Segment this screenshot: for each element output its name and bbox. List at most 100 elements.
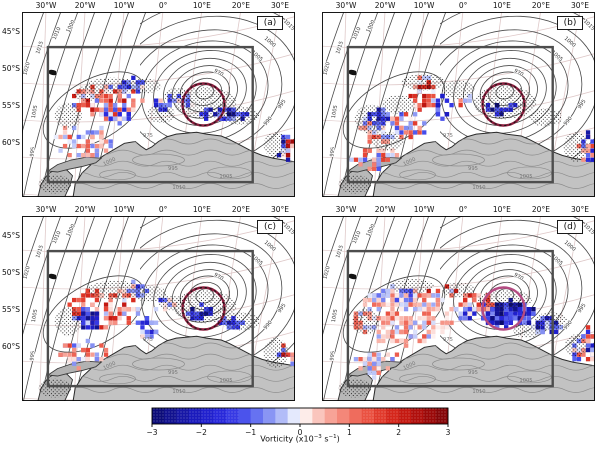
svg-text:995: 995: [468, 370, 478, 376]
svg-text:1020: 1020: [322, 266, 331, 280]
svg-text:1000: 1000: [402, 361, 417, 372]
svg-text:975: 975: [443, 337, 453, 343]
panel-label-c: (c): [257, 220, 283, 234]
svg-text:1005: 1005: [219, 378, 232, 384]
x-tick-label: 30°E: [270, 1, 290, 10]
x-tick-label: 20°W: [374, 1, 396, 10]
colorbar-label-post: ): [336, 434, 340, 444]
colorbar-label-pre: Vorticity (x10: [260, 434, 314, 444]
x-tick-label: 0°: [158, 1, 168, 10]
cyclone-circle: [481, 286, 526, 331]
x-tick-label: 20°E: [531, 1, 550, 10]
svg-text:970: 970: [213, 68, 225, 78]
x-tick-label: 10°W: [413, 1, 435, 10]
y-tick-label: 60°S: [1, 138, 20, 148]
x-tick-label: 30°W: [335, 205, 357, 214]
colorbar: [151, 407, 449, 427]
x-tick-label: 10°E: [492, 1, 511, 10]
y-tick-label: 60°S: [1, 342, 20, 352]
x-tick-label: 20°E: [531, 205, 550, 214]
svg-text:995: 995: [168, 166, 178, 172]
colorbar-tick-label: 0: [297, 428, 303, 437]
svg-text:1005: 1005: [331, 105, 339, 119]
domain-box: [346, 45, 554, 184]
x-tick-label: 10°E: [492, 205, 511, 214]
stippling: [38, 280, 289, 398]
colorbar-tick-label: 1: [346, 428, 352, 437]
y-tick-label: 55°S: [1, 101, 20, 111]
x-tick-label: 0°: [458, 1, 468, 10]
svg-text:975: 975: [143, 337, 153, 343]
map-canvas-d: 1020101510101005100099510051000101599599…: [322, 216, 595, 401]
domain-box: [346, 249, 554, 388]
x-tick-label: 10°W: [113, 205, 135, 214]
x-tick-label: 20°E: [231, 1, 250, 10]
svg-text:1005: 1005: [31, 105, 39, 119]
stippling: [38, 77, 289, 194]
x-tick-label: 30°E: [270, 205, 290, 214]
svg-text:1015: 1015: [35, 40, 45, 54]
x-tick-label: 10°E: [192, 205, 211, 214]
domain-box: [46, 45, 254, 184]
svg-text:975: 975: [443, 133, 453, 139]
colorbar-label: Vorticity (x10−3 s−1): [0, 434, 600, 444]
x-tick-label: 20°W: [74, 1, 96, 10]
map-panel-b: 1020 1015 1010 1005 1000 995 1005 1000 1015 995 99…: [322, 12, 595, 197]
svg-text:995: 995: [168, 370, 178, 376]
map-canvas-c: 1020101510101005100099510051000101599599…: [22, 216, 295, 401]
y-tick-label: 50°S: [1, 268, 20, 278]
svg-text:995: 995: [329, 147, 336, 158]
panel-label-a: (a): [257, 16, 283, 30]
svg-text:970: 970: [213, 272, 225, 282]
x-tick-label: 20°E: [231, 205, 250, 214]
svg-text:1005: 1005: [331, 309, 339, 323]
svg-text:995: 995: [468, 166, 478, 172]
svg-text:1005: 1005: [219, 174, 232, 180]
map-panel-d: 1020 1015 1010 1005 1000 995 1005 1000 1015 995 99…: [322, 216, 595, 401]
svg-text:975: 975: [143, 133, 153, 139]
svg-text:970: 970: [513, 272, 525, 282]
map-canvas-b: 1020101510101005100099510051000101599599…: [322, 12, 595, 197]
colorbar-label-sup1: −3: [313, 434, 322, 440]
stippling: [338, 278, 587, 398]
svg-text:995: 995: [29, 351, 36, 362]
x-tick-label: 0°: [458, 205, 468, 214]
svg-text:970: 970: [513, 68, 525, 78]
colorbar-tick-label: −1: [245, 428, 257, 437]
x-tick-label: 20°W: [74, 205, 96, 214]
domain-box: [46, 249, 254, 388]
y-tick-label: 50°S: [1, 64, 20, 74]
svg-text:995: 995: [329, 351, 336, 362]
y-tick-label: 45°S: [1, 231, 20, 241]
svg-text:1005: 1005: [519, 378, 532, 384]
svg-text:1010: 1010: [472, 389, 485, 395]
colorbar-tick-label: −2: [195, 428, 207, 437]
x-tick-label: 10°E: [192, 1, 211, 10]
svg-text:1020: 1020: [22, 62, 31, 76]
x-tick-label: 10°W: [113, 1, 135, 10]
svg-text:1000: 1000: [102, 361, 117, 372]
x-tick-label: 30°E: [570, 205, 590, 214]
x-tick-label: 20°W: [374, 205, 396, 214]
y-tick-label: 45°S: [1, 27, 20, 37]
svg-text:1005: 1005: [31, 309, 39, 323]
x-tick-label: 10°W: [413, 205, 435, 214]
svg-text:1000: 1000: [402, 157, 417, 168]
x-tick-label: 30°W: [35, 205, 57, 214]
svg-text:1010: 1010: [472, 185, 485, 191]
x-tick-label: 30°W: [335, 1, 357, 10]
svg-text:1000: 1000: [102, 157, 117, 168]
colorbar-tick-label: 2: [396, 428, 402, 437]
x-tick-label: 30°E: [570, 1, 590, 10]
colorbar-label-mid: s: [321, 434, 329, 444]
svg-text:1015: 1015: [35, 244, 45, 258]
map-panel-c: 1020 1015 1010 1005 1000 995 1005 1000 1015 995 99…: [22, 216, 295, 401]
svg-text:1010: 1010: [172, 185, 185, 191]
y-tick-label: 55°S: [1, 305, 20, 315]
panel-label-d: (d): [557, 220, 583, 234]
svg-text:1020: 1020: [322, 62, 331, 76]
colorbar-label-sup2: −1: [328, 434, 337, 440]
colorbar-tick-label: 3: [445, 428, 451, 437]
x-tick-label: 0°: [158, 205, 168, 214]
